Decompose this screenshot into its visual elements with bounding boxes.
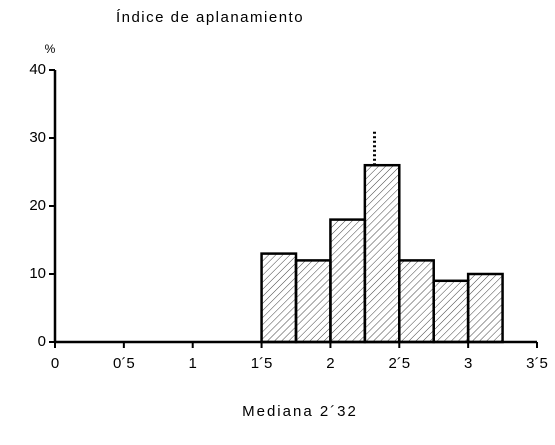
x-tick-label: 2 [326, 355, 334, 372]
x-tick-label: 1 [189, 355, 197, 372]
bar [466, 272, 504, 344]
bar [329, 218, 367, 344]
y-tick-label: 0 [38, 333, 46, 350]
bar [294, 259, 332, 344]
x-tick-label: 1´5 [251, 355, 273, 372]
x-tick-label: 3´5 [526, 355, 548, 372]
bar [363, 163, 401, 344]
bar [432, 279, 470, 344]
bar [260, 252, 298, 344]
x-tick-label: 0 [51, 355, 59, 372]
x-tick-label: 3 [464, 355, 472, 372]
y-tick-label: 20 [29, 197, 46, 214]
x-tick-label: 2´5 [388, 355, 410, 372]
bar [398, 259, 435, 344]
annotation: Mediana 2´32 [242, 403, 358, 420]
y-axis-label: % [45, 42, 56, 56]
y-tick-label: 10 [29, 265, 46, 282]
y-tick-label: 30 [29, 129, 46, 146]
x-tick-label: 0´5 [113, 355, 135, 372]
chart-title: Índice de aplanamiento [116, 9, 304, 26]
y-tick-label: 40 [29, 61, 46, 78]
